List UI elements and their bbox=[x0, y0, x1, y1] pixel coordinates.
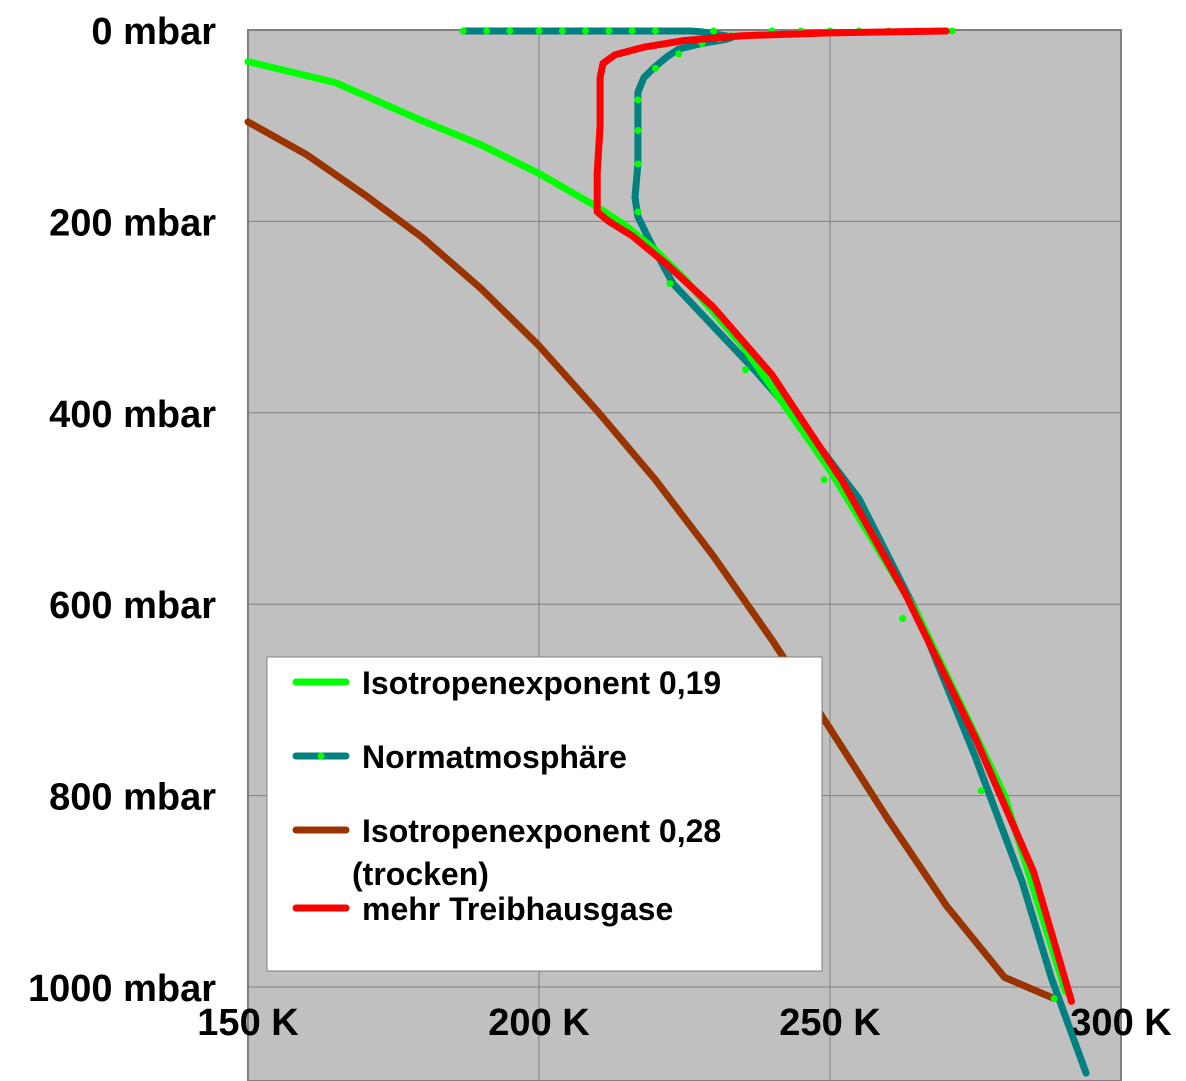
series-point-normatmosph-re bbox=[977, 787, 985, 795]
series-point-normatmosph-re bbox=[634, 160, 642, 168]
y-tick-label-0: 0 mbar bbox=[91, 11, 216, 53]
series-point-normatmosph-re bbox=[820, 476, 828, 484]
series-point-normatmosph-re bbox=[634, 96, 642, 104]
y-tick-label-200: 200 mbar bbox=[49, 202, 216, 244]
series-point-normatmosph-re bbox=[742, 366, 750, 374]
y-axis-ticks: 0 mbar 200 mbar 400 mbar 600 mbar 800 mbar 10… bbox=[28, 11, 216, 1010]
series-point-normatmosph-re bbox=[558, 27, 566, 35]
legend-marker-normatmosphaere bbox=[317, 752, 325, 760]
series-point-normatmosph-re bbox=[634, 126, 642, 134]
series-point-normatmosph-re bbox=[582, 27, 590, 35]
legend-label-mehr-treibhausgase: mehr Treibhausgase bbox=[362, 891, 673, 927]
y-tick-label-800: 800 mbar bbox=[49, 777, 216, 819]
series-point-normatmosph-re bbox=[1050, 994, 1058, 1002]
series-point-normatmosph-re bbox=[666, 280, 674, 288]
x-tick-label-200: 200 K bbox=[488, 1002, 590, 1044]
series-point-normatmosph-re bbox=[651, 27, 659, 35]
x-tick-label-150: 150 K bbox=[197, 1002, 299, 1044]
series-point-normatmosph-re bbox=[651, 64, 659, 72]
legend-label-normatmosphaere: Normatmosphäre bbox=[362, 739, 627, 775]
x-axis-ticks: 150 K 200 K 250 K 300 K bbox=[197, 1002, 1172, 1044]
series-point-normatmosph-re bbox=[605, 27, 613, 35]
y-tick-label-400: 400 mbar bbox=[49, 394, 216, 436]
y-tick-label-1000: 1000 mbar bbox=[28, 968, 216, 1010]
series-line-isotropenexponent-0-28-trocken bbox=[244, 118, 1058, 1002]
series-point-normatmosph-re bbox=[506, 27, 514, 35]
legend: Isotropenexponent 0,19 Normatmosphäre Is… bbox=[266, 656, 823, 972]
series-line-mehr-treibhausgase bbox=[593, 27, 1075, 1005]
series-point-normatmosph-re bbox=[483, 27, 491, 35]
grid bbox=[248, 30, 1121, 1081]
legend-label-isotropenexponent-028: Isotropenexponent 0,28 (trocken) bbox=[352, 813, 721, 892]
series-point-normatmosph-re bbox=[628, 27, 636, 35]
y-tick-label-600: 600 mbar bbox=[49, 585, 216, 627]
series-point-normatmosph-re bbox=[675, 50, 683, 58]
series-point-normatmosph-re bbox=[948, 27, 956, 35]
series-point-normatmosph-re bbox=[899, 615, 907, 623]
x-tick-label-300: 300 K bbox=[1070, 1002, 1172, 1044]
series-point-normatmosph-re bbox=[710, 27, 718, 35]
legend-box bbox=[266, 656, 823, 972]
x-tick-label-250: 250 K bbox=[779, 1002, 881, 1044]
series-point-normatmosph-re bbox=[459, 27, 467, 35]
series-point-normatmosph-re bbox=[634, 208, 642, 216]
legend-label-isotropenexponent-019: Isotropenexponent 0,19 bbox=[362, 665, 721, 701]
series-layer bbox=[244, 27, 1090, 1077]
series-point-normatmosph-re bbox=[535, 27, 543, 35]
